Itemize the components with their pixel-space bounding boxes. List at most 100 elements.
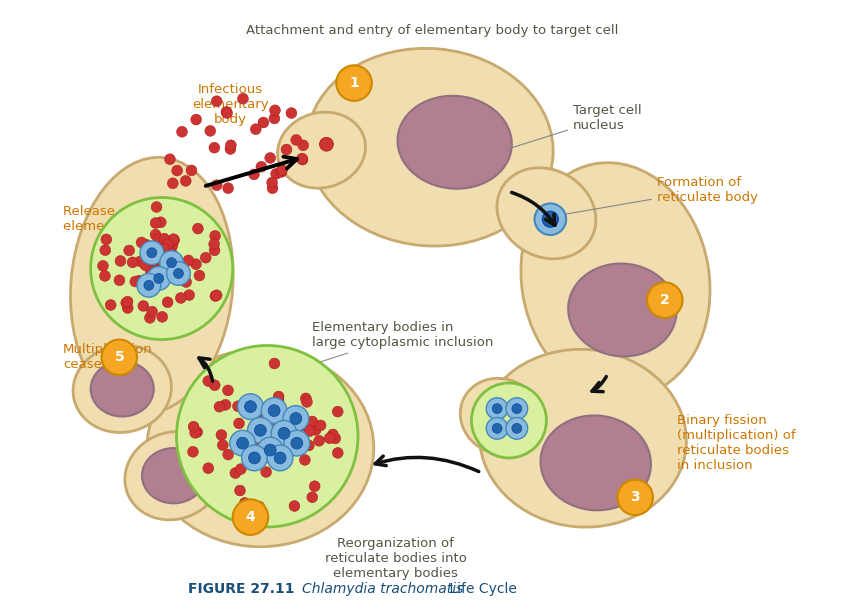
Text: Multiplication
ceases: Multiplication ceases — [63, 343, 152, 371]
Circle shape — [214, 401, 225, 412]
Circle shape — [271, 432, 282, 444]
Text: 2: 2 — [660, 293, 669, 307]
Circle shape — [122, 296, 133, 307]
Circle shape — [158, 253, 170, 264]
Circle shape — [233, 418, 245, 429]
Circle shape — [221, 108, 232, 118]
Circle shape — [616, 480, 652, 515]
Circle shape — [177, 126, 187, 137]
Circle shape — [186, 165, 196, 176]
Circle shape — [166, 257, 177, 267]
Circle shape — [257, 117, 269, 128]
Text: Chlamydia trachomatis: Chlamydia trachomatis — [301, 582, 462, 596]
Circle shape — [145, 265, 156, 276]
Circle shape — [275, 403, 285, 414]
Circle shape — [257, 437, 282, 463]
Circle shape — [99, 270, 110, 282]
Ellipse shape — [73, 346, 171, 432]
Circle shape — [267, 445, 293, 471]
Text: 5: 5 — [115, 351, 124, 364]
Circle shape — [150, 229, 161, 240]
Circle shape — [291, 442, 302, 453]
Circle shape — [222, 385, 233, 396]
Circle shape — [290, 134, 301, 145]
Circle shape — [177, 346, 357, 527]
Circle shape — [164, 154, 175, 164]
Circle shape — [166, 262, 190, 285]
Ellipse shape — [277, 112, 365, 188]
Circle shape — [124, 245, 134, 256]
Circle shape — [296, 153, 307, 164]
Text: Life Cycle: Life Cycle — [444, 582, 516, 596]
Circle shape — [155, 265, 166, 276]
Circle shape — [155, 243, 165, 254]
Ellipse shape — [146, 349, 374, 547]
Circle shape — [145, 312, 155, 323]
Circle shape — [122, 302, 133, 314]
Circle shape — [139, 260, 151, 270]
Circle shape — [230, 431, 255, 456]
Circle shape — [264, 153, 276, 163]
Circle shape — [647, 282, 682, 318]
Circle shape — [146, 306, 158, 317]
Circle shape — [276, 166, 287, 177]
Circle shape — [269, 113, 280, 124]
Circle shape — [188, 421, 199, 432]
Circle shape — [210, 291, 220, 301]
Circle shape — [220, 107, 232, 118]
Circle shape — [157, 312, 167, 322]
Circle shape — [254, 452, 265, 463]
Circle shape — [156, 263, 167, 274]
Circle shape — [101, 234, 112, 245]
Circle shape — [167, 240, 177, 251]
Circle shape — [220, 399, 231, 410]
Circle shape — [256, 416, 266, 427]
Circle shape — [146, 267, 170, 290]
Ellipse shape — [307, 48, 553, 246]
Circle shape — [167, 178, 178, 188]
Circle shape — [232, 401, 243, 411]
Circle shape — [278, 428, 289, 439]
Circle shape — [234, 485, 245, 496]
Circle shape — [283, 431, 309, 456]
Circle shape — [253, 501, 264, 512]
Ellipse shape — [567, 264, 676, 357]
Circle shape — [274, 456, 285, 467]
Circle shape — [256, 420, 267, 431]
Circle shape — [261, 431, 272, 442]
Circle shape — [307, 492, 318, 503]
Circle shape — [209, 245, 220, 256]
Circle shape — [256, 161, 267, 172]
Circle shape — [289, 413, 301, 424]
Circle shape — [309, 481, 319, 492]
Circle shape — [164, 262, 174, 272]
Circle shape — [144, 280, 153, 290]
Circle shape — [192, 223, 203, 234]
Text: 1: 1 — [349, 76, 358, 90]
Circle shape — [277, 432, 288, 443]
Circle shape — [133, 275, 145, 286]
Circle shape — [250, 410, 261, 420]
Circle shape — [142, 247, 152, 258]
Circle shape — [159, 262, 170, 273]
Circle shape — [183, 290, 195, 301]
Circle shape — [331, 406, 343, 417]
Circle shape — [271, 458, 282, 469]
Text: 4: 4 — [245, 510, 255, 524]
Circle shape — [209, 380, 220, 391]
Circle shape — [336, 65, 371, 101]
Circle shape — [511, 403, 521, 413]
Circle shape — [267, 183, 277, 193]
Circle shape — [156, 263, 167, 274]
Circle shape — [266, 177, 277, 188]
Circle shape — [147, 270, 158, 281]
Text: Elementary bodies in
large cytoplasmic inclusion: Elementary bodies in large cytoplasmic i… — [269, 322, 492, 378]
Circle shape — [247, 418, 273, 443]
Ellipse shape — [90, 361, 153, 416]
Circle shape — [260, 466, 271, 477]
Circle shape — [139, 241, 164, 265]
Circle shape — [140, 239, 152, 250]
Circle shape — [162, 239, 173, 250]
Ellipse shape — [497, 168, 595, 259]
Circle shape — [230, 468, 240, 479]
